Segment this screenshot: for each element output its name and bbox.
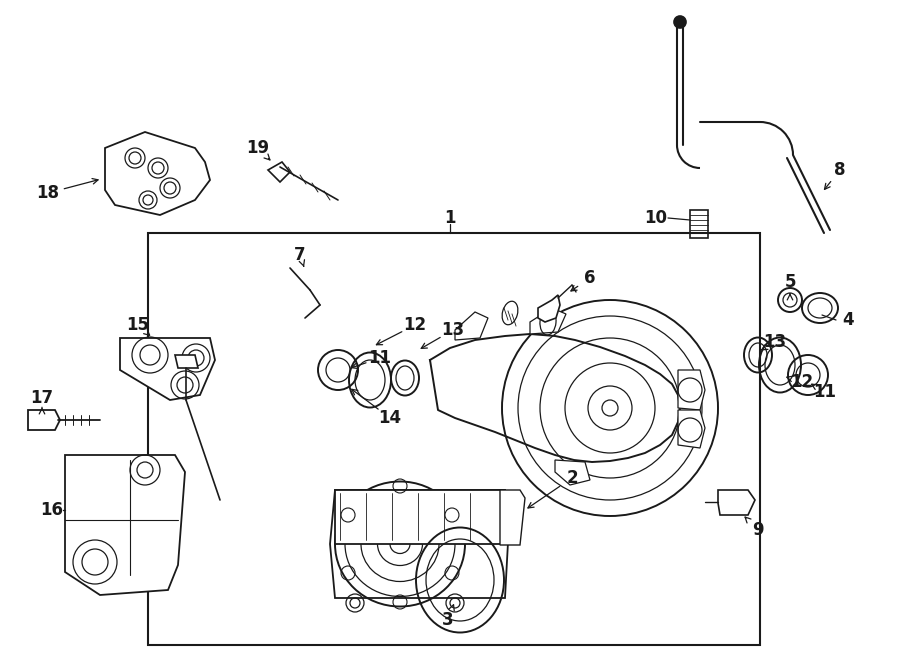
- Text: 12: 12: [403, 316, 427, 334]
- Text: 7: 7: [294, 246, 306, 264]
- Polygon shape: [430, 334, 680, 462]
- Text: 6: 6: [584, 269, 596, 287]
- Polygon shape: [175, 355, 198, 368]
- Polygon shape: [330, 490, 510, 598]
- Text: 12: 12: [790, 373, 814, 391]
- Circle shape: [674, 16, 686, 28]
- Text: 8: 8: [834, 161, 846, 179]
- Polygon shape: [65, 455, 185, 595]
- Text: 19: 19: [247, 139, 270, 157]
- Text: 17: 17: [31, 389, 54, 407]
- Polygon shape: [718, 490, 755, 515]
- Polygon shape: [28, 410, 60, 430]
- Bar: [690, 210, 708, 238]
- Polygon shape: [530, 308, 566, 334]
- Bar: [148, 233, 760, 645]
- Polygon shape: [105, 132, 210, 215]
- Polygon shape: [678, 370, 705, 410]
- Text: 1: 1: [445, 209, 455, 227]
- Text: 18: 18: [37, 184, 59, 202]
- Text: 3: 3: [442, 611, 454, 629]
- Text: 9: 9: [752, 521, 764, 539]
- Text: 5: 5: [784, 273, 796, 291]
- Text: 11: 11: [814, 383, 836, 401]
- Polygon shape: [455, 312, 488, 340]
- Text: 10: 10: [644, 209, 668, 227]
- Text: 2: 2: [566, 469, 578, 487]
- Text: 15: 15: [127, 316, 149, 334]
- Polygon shape: [120, 338, 215, 400]
- Polygon shape: [335, 490, 510, 544]
- Polygon shape: [268, 162, 290, 182]
- Polygon shape: [555, 460, 590, 485]
- Text: 16: 16: [40, 501, 64, 519]
- Polygon shape: [538, 295, 560, 322]
- Text: 13: 13: [763, 333, 787, 351]
- Text: 4: 4: [842, 311, 854, 329]
- Text: 11: 11: [368, 349, 392, 367]
- Text: 13: 13: [441, 321, 464, 339]
- Text: 14: 14: [378, 409, 401, 427]
- Polygon shape: [500, 490, 525, 545]
- Polygon shape: [678, 410, 705, 448]
